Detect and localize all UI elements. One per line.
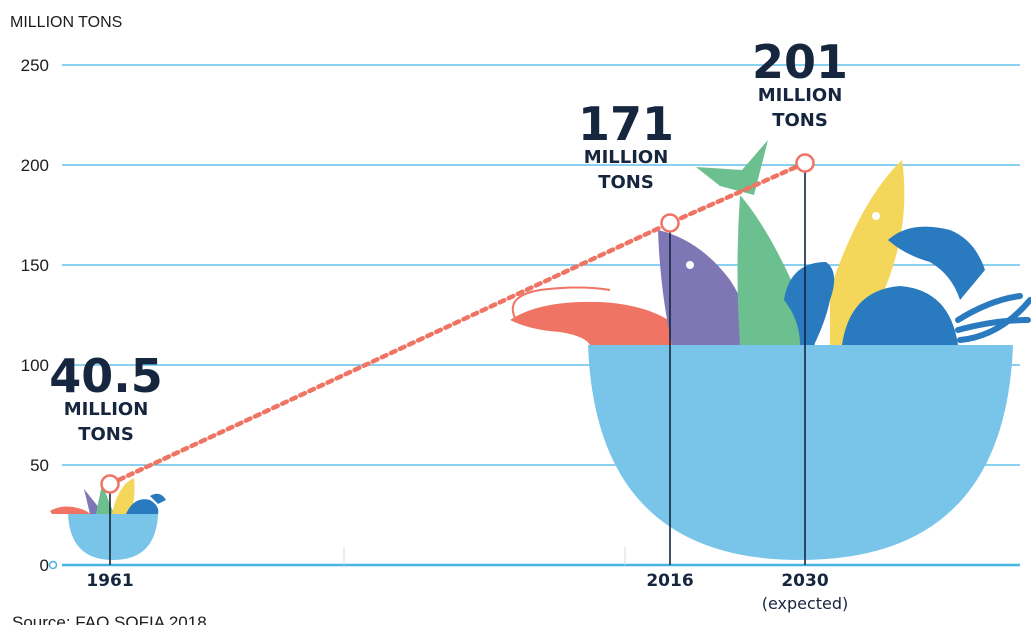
value-labels: 40.5MILLIONTONS171MILLIONTONS201MILLIONT… <box>49 35 848 445</box>
crab-claw-right-icon <box>888 226 985 300</box>
small-shrimp-icon <box>50 506 90 514</box>
drop-lines <box>109 163 806 565</box>
small-yellow-fish-icon <box>112 478 135 514</box>
value-label-1961: 40.5 <box>49 349 163 403</box>
x-tick-sublabel: (expected) <box>762 594 849 613</box>
value-unit-line2: TONS <box>78 424 134 445</box>
source-note: Source: FAO SOFIA 2018 <box>12 613 207 625</box>
yellow-fish-icon <box>830 160 905 345</box>
shrimp-antenna-icon <box>511 286 611 319</box>
large-fish-bowl-illustration <box>510 140 1031 560</box>
x-tick-label: 1961 <box>86 571 133 591</box>
y-tick-label: 0 <box>40 556 49 575</box>
value-unit-line1: MILLION <box>584 147 669 168</box>
y-axis-ticks: 0 50 100 150 200 250 <box>21 56 49 575</box>
data-point-2030 <box>795 153 815 173</box>
crab-legs-icon <box>955 293 1031 343</box>
data-point-2016 <box>660 213 680 233</box>
value-unit-line1: MILLION <box>758 85 843 106</box>
large-bowl-icon <box>588 345 1013 560</box>
x-tick-label: 2030 <box>781 571 828 591</box>
small-fish-bowl-illustration <box>50 478 166 560</box>
value-label-2030: 201 <box>752 35 848 89</box>
y-tick-label: 250 <box>21 56 49 75</box>
data-markers <box>100 153 815 494</box>
value-unit-line2: TONS <box>772 110 828 131</box>
crab-claw-left-icon <box>784 262 835 345</box>
axis-origin-marker <box>48 560 58 570</box>
shrimp-icon <box>510 301 688 345</box>
value-unit-line1: MILLION <box>64 399 149 420</box>
value-label-2016: 171 <box>578 97 674 151</box>
small-crab-icon <box>126 493 166 514</box>
yellow-fish-eye-icon <box>872 212 880 220</box>
value-unit-line2: TONS <box>598 172 654 193</box>
crab-body-icon <box>842 286 958 345</box>
x-tick-label: 2016 <box>646 571 693 591</box>
y-tick-label: 50 <box>30 456 49 475</box>
x-axis-ticks: 1961 2016 2030 (expected) <box>86 571 848 613</box>
y-tick-label: 100 <box>21 356 49 375</box>
y-tick-label: 150 <box>21 256 49 275</box>
purple-fish-icon <box>658 230 752 345</box>
data-point-1961 <box>100 474 120 494</box>
small-bowl-icon <box>68 514 158 560</box>
y-tick-label: 200 <box>21 156 49 175</box>
y-axis-label: MILLION TONS <box>10 14 122 31</box>
green-fish-tail-icon <box>696 140 768 195</box>
purple-fish-eye-icon <box>686 261 694 269</box>
